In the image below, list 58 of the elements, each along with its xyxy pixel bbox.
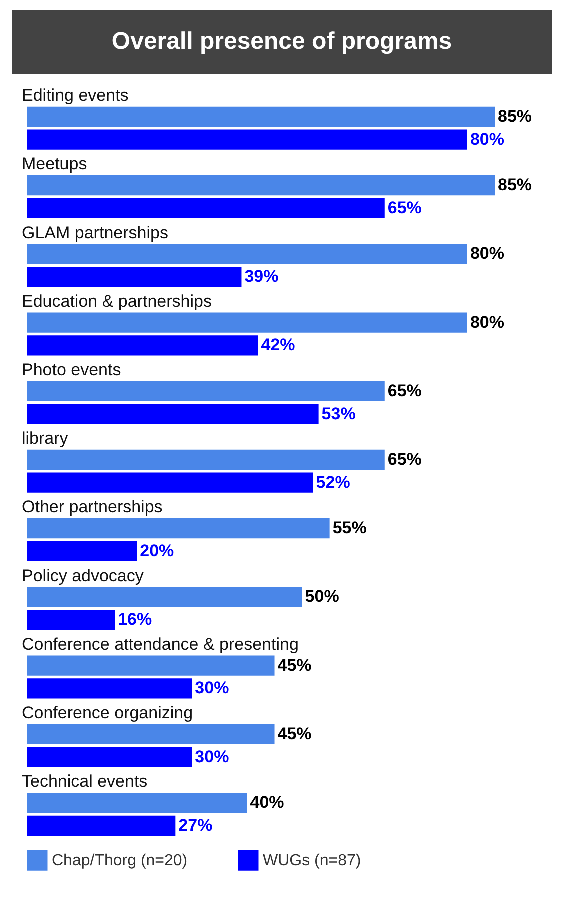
bar xyxy=(27,656,275,676)
data-label: 80% xyxy=(470,244,504,264)
data-label: 42% xyxy=(261,336,296,355)
data-label: 80% xyxy=(470,130,504,149)
bar xyxy=(27,610,116,630)
y-tick-label: Editing events xyxy=(22,86,129,106)
bar xyxy=(27,518,330,539)
data-label: 30% xyxy=(195,747,230,766)
data-label: 20% xyxy=(140,541,174,560)
data-label: 30% xyxy=(195,678,230,698)
y-tick-label: Conference attendance & presenting xyxy=(22,634,299,654)
y-tick-label: Education & partnerships xyxy=(22,292,212,311)
bar xyxy=(27,312,468,333)
legend-label: Chap/Thorg (n=20) xyxy=(52,852,188,870)
data-label: 85% xyxy=(498,176,532,195)
bar xyxy=(27,450,385,470)
data-label: 39% xyxy=(244,267,279,286)
bar xyxy=(27,266,242,288)
data-label: 52% xyxy=(316,472,350,492)
data-label: 50% xyxy=(305,587,340,606)
bar xyxy=(27,381,385,402)
data-label: 65% xyxy=(388,381,422,400)
data-label: 65% xyxy=(388,198,422,218)
data-label: 40% xyxy=(250,793,284,812)
bar xyxy=(27,724,275,745)
y-tick-label: Meetups xyxy=(22,154,88,174)
bar xyxy=(27,336,258,356)
bar xyxy=(27,793,248,814)
y-tick-label: Policy advocacy xyxy=(22,566,144,586)
bar xyxy=(27,175,495,196)
data-label: 55% xyxy=(332,518,367,538)
y-tick-label: Technical events xyxy=(22,772,148,792)
data-label: 65% xyxy=(388,450,422,469)
data-label: 45% xyxy=(278,724,312,744)
bar xyxy=(27,747,192,768)
bar xyxy=(27,541,138,562)
bar xyxy=(27,678,192,699)
data-label: 45% xyxy=(278,656,312,675)
data-label: 80% xyxy=(470,312,504,332)
y-tick-label: GLAM partnerships xyxy=(22,223,168,242)
bar xyxy=(27,106,495,127)
y-tick-label: Conference organizing xyxy=(22,704,194,723)
data-label: 85% xyxy=(498,106,532,126)
data-label: 16% xyxy=(118,610,152,630)
bar xyxy=(27,130,468,150)
data-label: 53% xyxy=(322,404,356,424)
data-label: 27% xyxy=(178,816,213,835)
bar xyxy=(27,404,319,424)
bar xyxy=(27,472,314,493)
y-tick-label: Photo events xyxy=(22,360,122,380)
bar xyxy=(27,587,302,608)
bar xyxy=(27,816,176,836)
y-tick-label: library xyxy=(22,429,69,448)
chart-title: Overall presence of programs xyxy=(12,10,552,74)
legend-label: WUGs (n=87) xyxy=(263,852,362,870)
y-tick-label: Other partnerships xyxy=(22,498,163,517)
bar xyxy=(27,244,468,264)
bar xyxy=(27,198,385,218)
